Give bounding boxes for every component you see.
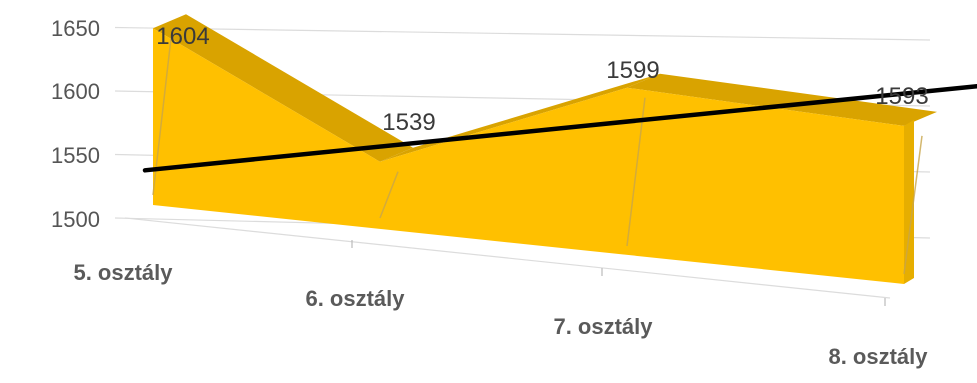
data-label: 1593 (875, 83, 928, 110)
category-label: 5. osztály (73, 260, 173, 285)
y-tick-label: 1550 (51, 143, 100, 168)
data-label: 1604 (156, 23, 209, 50)
category-label: 7. osztály (553, 314, 653, 339)
data-label: 1539 (382, 109, 435, 136)
y-axis-ticks: 1500 1550 1600 1650 (51, 16, 100, 232)
y-tick-label: 1500 (51, 207, 100, 232)
category-label: 8. osztály (828, 344, 928, 369)
y-tick-label: 1600 (51, 79, 100, 104)
x-axis-categories: 5. osztály 6. osztály 7. osztály 8. oszt… (73, 260, 928, 369)
category-label: 6. osztály (305, 286, 405, 311)
gridline (115, 28, 930, 41)
y-tick-label: 1650 (51, 16, 100, 41)
data-label: 1599 (606, 57, 659, 84)
area-series (153, 14, 937, 284)
